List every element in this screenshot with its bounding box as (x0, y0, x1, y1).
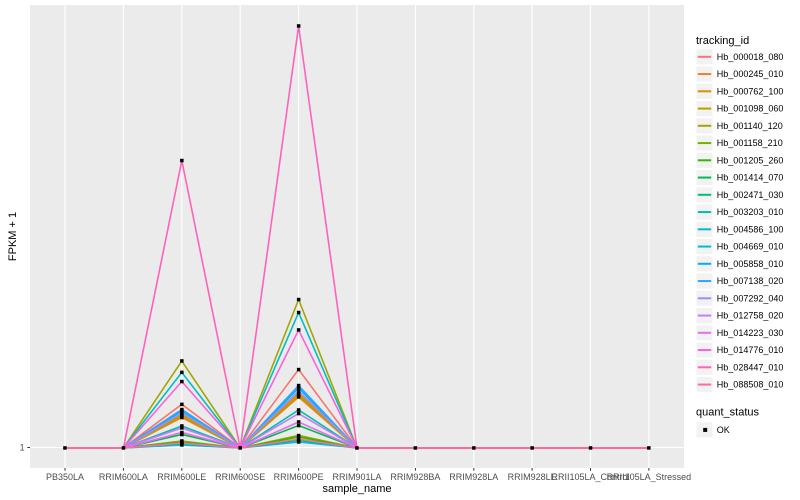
svg-text:Hb_001158_210: Hb_001158_210 (717, 138, 783, 148)
svg-text:Hb_014776_010: Hb_014776_010 (717, 345, 784, 355)
svg-text:RRIM600SE: RRIM600SE (215, 472, 265, 482)
svg-text:Hb_001098_060: Hb_001098_060 (717, 104, 784, 114)
svg-text:tracking_id: tracking_id (696, 35, 749, 47)
svg-text:quant_status: quant_status (696, 407, 759, 419)
svg-text:Hb_000018_080: Hb_000018_080 (717, 52, 784, 62)
svg-text:RRIM928BA: RRIM928BA (390, 472, 440, 482)
svg-text:sample_name: sample_name (322, 483, 391, 495)
svg-text:FPKM + 1: FPKM + 1 (7, 212, 19, 261)
svg-text:RRIM600PE: RRIM600PE (274, 472, 324, 482)
svg-text:RRIM600LE: RRIM600LE (157, 472, 206, 482)
svg-text:RRIM600LA: RRIM600LA (99, 472, 148, 482)
svg-text:Hb_003203_010: Hb_003203_010 (717, 207, 784, 217)
svg-text:Hb_001414_070: Hb_001414_070 (717, 173, 784, 183)
svg-text:Hb_001205_260: Hb_001205_260 (717, 155, 784, 165)
svg-text:Hb_000245_010: Hb_000245_010 (717, 69, 784, 79)
svg-text:Hb_004586_100: Hb_004586_100 (717, 224, 784, 234)
svg-text:Hb_028447_010: Hb_028447_010 (717, 362, 784, 372)
svg-text:1: 1 (20, 443, 25, 453)
svg-text:Hb_002471_030: Hb_002471_030 (717, 190, 784, 200)
svg-text:Hb_000762_100: Hb_000762_100 (717, 86, 784, 96)
svg-text:RRIM928LA: RRIM928LA (449, 472, 498, 482)
svg-text:Hb_012758_020: Hb_012758_020 (717, 311, 784, 321)
svg-text:Hb_014223_030: Hb_014223_030 (717, 328, 784, 338)
svg-text:Hb_088508_010: Hb_088508_010 (717, 380, 784, 390)
svg-text:RRIM901LA: RRIM901LA (332, 472, 381, 482)
svg-text:Hb_001140_120: Hb_001140_120 (717, 121, 783, 131)
svg-text:OK: OK (717, 425, 730, 435)
svg-text:Hb_004669_010: Hb_004669_010 (717, 242, 784, 252)
svg-text:RRIM928LE: RRIM928LE (508, 472, 557, 482)
svg-text:Hb_007292_040: Hb_007292_040 (717, 293, 784, 303)
svg-text:PB350LA: PB350LA (46, 472, 84, 482)
svg-text:Hb_007138_020: Hb_007138_020 (717, 276, 784, 286)
svg-text:Hb_005858_010: Hb_005858_010 (717, 259, 784, 269)
svg-text:RRII105LA_Control: RRII105LA_Control (551, 472, 629, 482)
svg-text:RRII105LA_Stressed: RRII105LA_Stressed (607, 472, 692, 482)
